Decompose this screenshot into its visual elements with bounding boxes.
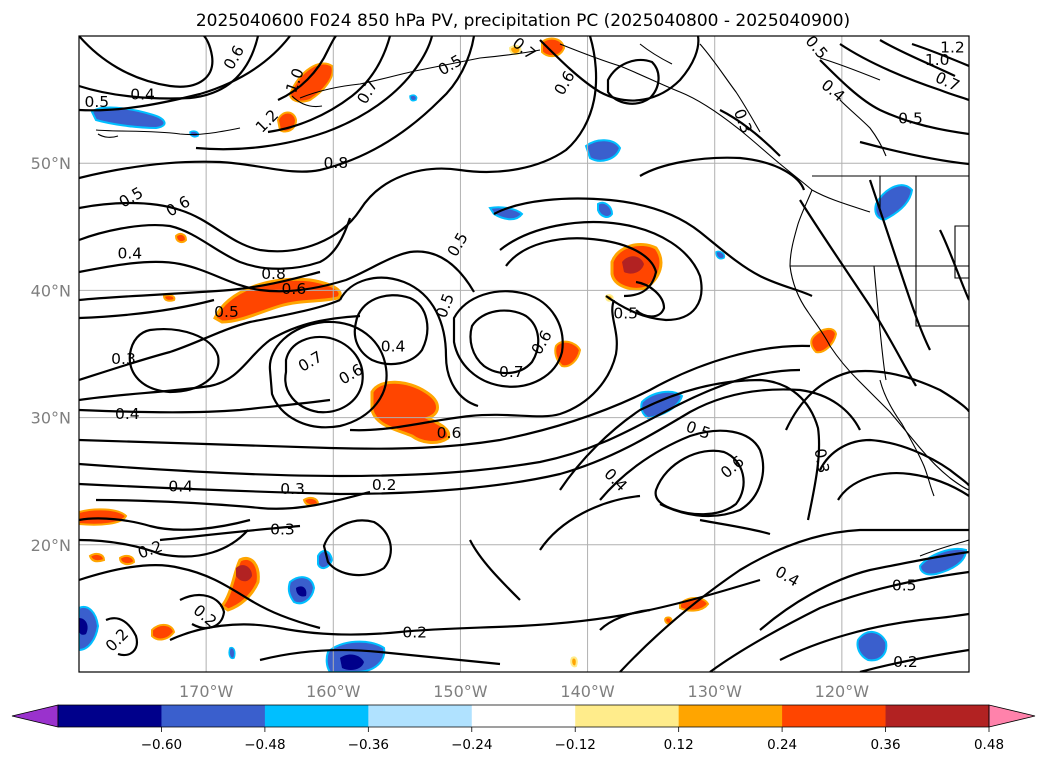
colorbar-swatch bbox=[264, 705, 369, 727]
colorbar-extend-high bbox=[988, 704, 1036, 728]
map-frame bbox=[78, 35, 970, 673]
colorbar-swatch bbox=[471, 705, 576, 727]
colorbar-swatch bbox=[161, 705, 266, 727]
contour-label: 0.3 bbox=[280, 480, 305, 498]
contour-label: 0.3 bbox=[111, 350, 136, 368]
contour-label: 0.7 bbox=[509, 34, 539, 64]
x-tick-label: 150°W bbox=[433, 682, 488, 701]
contour-label: 1.2 bbox=[252, 106, 282, 136]
contour-label: 0.8 bbox=[324, 154, 349, 172]
contour-label: 0.6 bbox=[528, 327, 556, 357]
contour-label: 0.5 bbox=[684, 418, 713, 443]
x-tick-label: 170°W bbox=[179, 682, 234, 701]
contour-label: 0.5 bbox=[613, 304, 638, 322]
contour-label: 0.2 bbox=[893, 653, 918, 671]
chart-title: 2025040600 F024 850 hPa PV, precipitatio… bbox=[196, 11, 850, 31]
x-axis-ticks: 170°W 160°W 150°W 140°W 130°W 120°W bbox=[179, 682, 869, 701]
contour-label: 0.2 bbox=[372, 476, 397, 494]
gridlines bbox=[79, 36, 969, 672]
contour-label: 0.6 bbox=[282, 280, 307, 298]
precip-negative-patches bbox=[79, 94, 968, 672]
contour-label: 0.3 bbox=[270, 521, 295, 539]
contour-label: 0.4 bbox=[118, 245, 143, 263]
contour-label: 0.6 bbox=[163, 192, 193, 220]
contour-label: 1.2 bbox=[940, 38, 965, 56]
colorbar-outline bbox=[57, 704, 990, 728]
y-tick-label: 40°N bbox=[31, 281, 71, 300]
contour-label: 0.7 bbox=[499, 363, 524, 381]
y-tick-label: 50°N bbox=[31, 154, 71, 173]
colorbar-swatch bbox=[58, 705, 162, 727]
contour-label: 0.5 bbox=[444, 229, 472, 259]
contour-label: 0.5 bbox=[84, 93, 109, 111]
colorbar: −0.60 −0.48 −0.36 −0.24 −0.12 0.12 0.24 0.36 0.4… bbox=[11, 704, 1036, 753]
contour-label: 0.2 bbox=[402, 624, 427, 642]
y-axis-ticks: 50°N 40°N 30°N 20°N bbox=[31, 154, 71, 555]
colorbar-tick-label: 0.36 bbox=[871, 737, 901, 753]
contour-label: 0.5 bbox=[802, 32, 832, 62]
precipitation-shading bbox=[79, 37, 968, 672]
contour-label: 0.4 bbox=[115, 405, 140, 423]
contour-label: 0.2 bbox=[102, 625, 132, 655]
contour-label: 0.7 bbox=[932, 68, 962, 95]
contour-label: 0.5 bbox=[116, 184, 146, 212]
colorbar-swatch bbox=[885, 705, 990, 727]
colorbar-swatch bbox=[782, 705, 887, 727]
pv-contours bbox=[79, 36, 969, 672]
contour-label: 0.5 bbox=[214, 303, 239, 321]
colorbar-tick-label: −0.48 bbox=[244, 737, 285, 753]
contour-label: 1.0 bbox=[925, 51, 950, 69]
contour-label: 0.4 bbox=[600, 465, 630, 495]
contour-label: 0.3 bbox=[811, 447, 833, 474]
colorbar-tick-label: −0.36 bbox=[348, 737, 389, 753]
colorbar-tick-label: 0.24 bbox=[767, 737, 797, 753]
contour-label: 0.4 bbox=[381, 337, 406, 355]
contour-label: 0.5 bbox=[892, 577, 917, 595]
coastlines bbox=[95, 43, 969, 557]
contour-label: 0.4 bbox=[168, 477, 193, 495]
colorbar-swatch bbox=[368, 705, 473, 727]
colorbar-tick-label: 0.48 bbox=[974, 737, 1004, 753]
contour-label: 0.7 bbox=[354, 77, 382, 107]
x-tick-label: 120°W bbox=[815, 682, 870, 701]
y-tick-label: 20°N bbox=[31, 536, 71, 555]
contour-label: 0.4 bbox=[818, 76, 848, 106]
colorbar-swatch bbox=[575, 705, 680, 727]
colorbar-tick-label: −0.24 bbox=[451, 737, 492, 753]
colorbar-tick-label: −0.12 bbox=[555, 737, 596, 753]
contour-label: 0.5 bbox=[898, 110, 923, 128]
contour-label: 0.4 bbox=[772, 563, 802, 591]
contour-label: 0.6 bbox=[437, 424, 462, 442]
x-tick-label: 160°W bbox=[306, 682, 361, 701]
contour-label: 0.4 bbox=[130, 86, 155, 104]
x-tick-label: 130°W bbox=[688, 682, 743, 701]
colorbar-extend-low bbox=[11, 704, 59, 728]
y-tick-label: 30°N bbox=[31, 409, 71, 428]
colorbar-tick-label: 0.12 bbox=[664, 737, 694, 753]
colorbar-tick-label: −0.60 bbox=[141, 737, 182, 753]
contour-label: 0.7 bbox=[295, 348, 325, 376]
x-tick-label: 140°W bbox=[560, 682, 615, 701]
contour-label: 0.8 bbox=[261, 265, 286, 283]
colorbar-swatch bbox=[678, 705, 783, 727]
